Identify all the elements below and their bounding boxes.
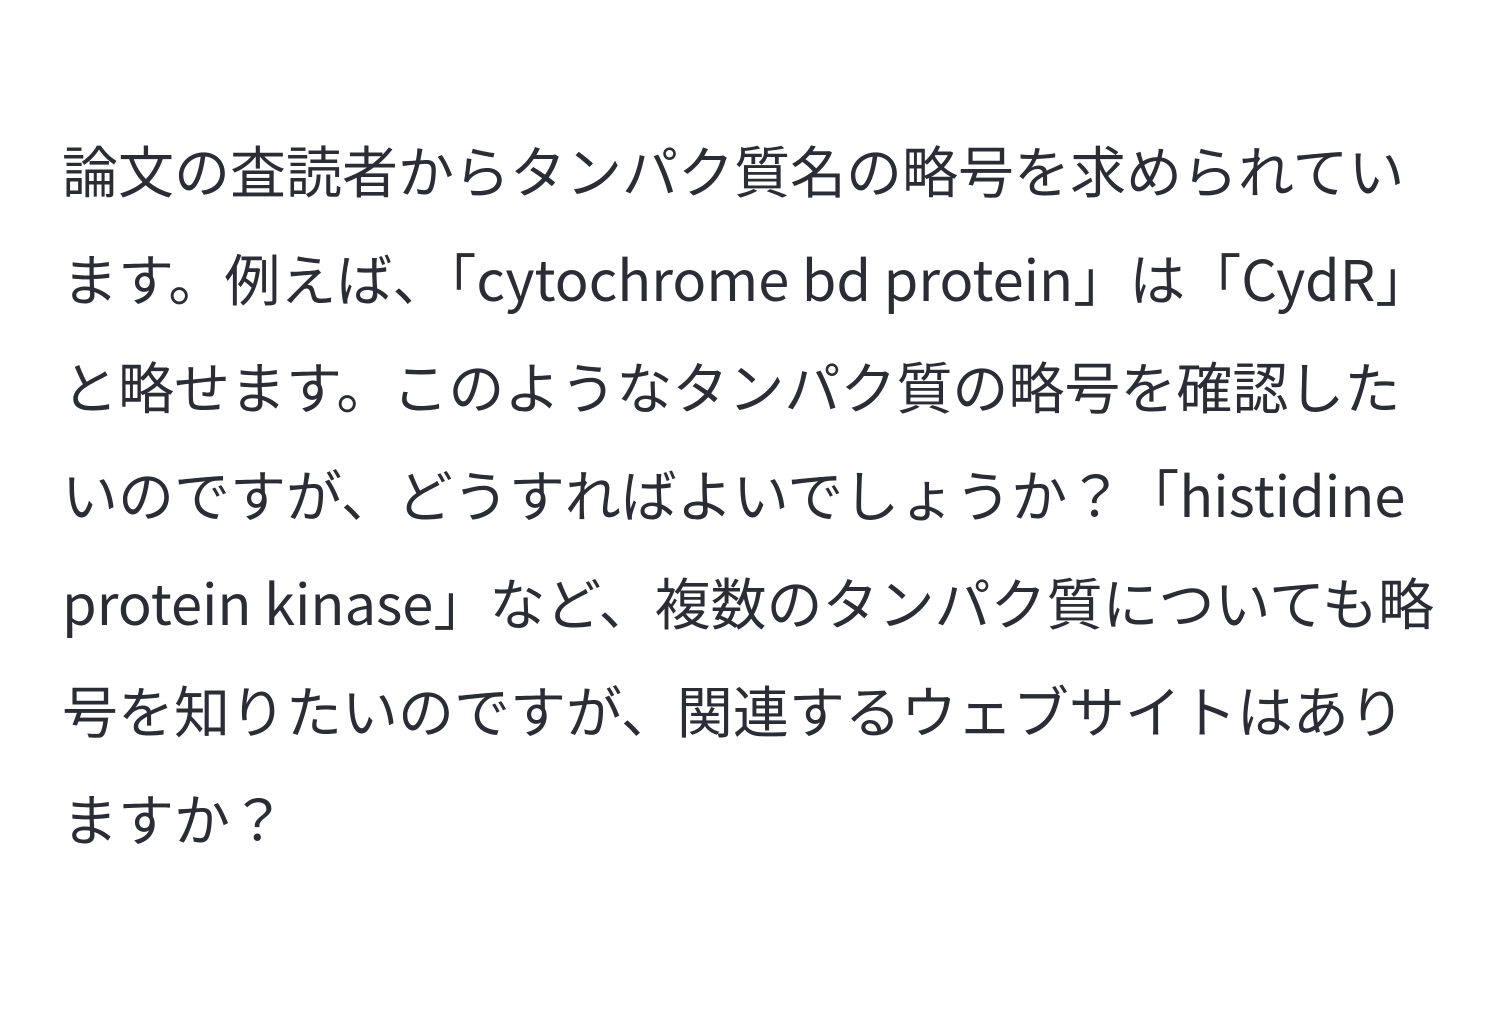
question-paragraph: 論文の査読者からタンパク質名の略号を求められています。例えば、「cytochro… [62,116,1438,873]
document-body: 論文の査読者からタンパク質名の略号を求められています。例えば、「cytochro… [0,0,1500,873]
